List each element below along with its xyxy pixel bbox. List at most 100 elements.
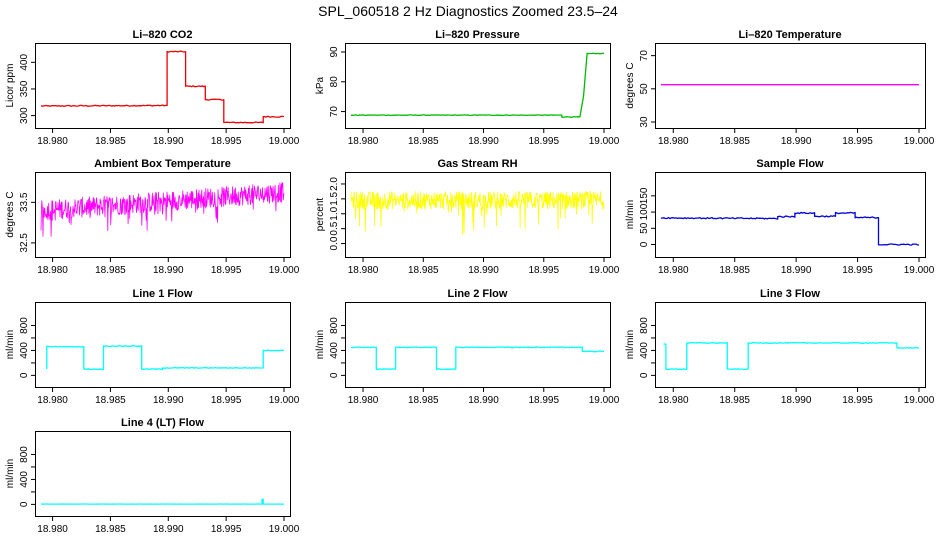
x-tick-label: 18.990 bbox=[153, 524, 184, 535]
y-axis-label: degrees C bbox=[5, 191, 16, 237]
x-tick-label: 18.990 bbox=[153, 265, 184, 276]
x-tick-label: 18.980 bbox=[37, 265, 68, 276]
x-tick-label: 18.995 bbox=[211, 524, 242, 535]
chart-panel: Li–820 Pressure 18.980 18.985 18.990 18.995 1… bbox=[315, 29, 620, 147]
y-tick-label: 350 bbox=[19, 80, 30, 97]
x-tick-label: 18.980 bbox=[37, 395, 68, 406]
x-tick-label: 18.985 bbox=[95, 524, 126, 535]
chart-title: Li–820 Pressure bbox=[435, 29, 519, 41]
y-tick-label: 0.5 bbox=[329, 221, 340, 235]
y-tick-label: 0.0 bbox=[329, 236, 340, 250]
x-tick-label: 18.980 bbox=[348, 136, 379, 147]
x-tick-label: 18.985 bbox=[95, 395, 126, 406]
x-tick-label: 18.980 bbox=[348, 265, 379, 276]
y-tick-label: 400 bbox=[19, 54, 30, 71]
x-tick-label: 18.985 bbox=[408, 265, 439, 276]
y-tick-label: 400 bbox=[329, 342, 340, 359]
y-axis-label: ml/min bbox=[625, 200, 636, 229]
y-tick-label: 800 bbox=[19, 446, 30, 463]
x-tick-label: 18.990 bbox=[781, 136, 812, 147]
data-series-line bbox=[350, 346, 605, 371]
y-tick-label: 50 bbox=[639, 83, 650, 95]
y-tick-label: 0 bbox=[19, 372, 30, 378]
x-tick-label: 18.990 bbox=[153, 136, 184, 147]
y-axis-label: percent bbox=[315, 198, 326, 232]
y-axis-label: ml/min bbox=[625, 330, 636, 359]
y-tick-label: 70 bbox=[329, 106, 340, 118]
y-tick-label: 50 bbox=[639, 222, 650, 234]
chart-panel: Sample Flow 18.980 18.985 18.990 18.995 19.00… bbox=[625, 158, 935, 276]
chart-title: Sample Flow bbox=[756, 158, 824, 170]
plot-frame bbox=[345, 302, 611, 388]
y-axis-label: degrees C bbox=[625, 62, 636, 108]
chart-panel: Ambient Box Temperature 18.980 18.985 18.99… bbox=[5, 158, 300, 276]
x-tick-label: 18.980 bbox=[658, 265, 689, 276]
x-tick-label: 18.995 bbox=[211, 136, 242, 147]
data-series-line bbox=[40, 181, 285, 237]
chart-panel: Line 3 Flow 18.980 18.985 18.990 18.995 19.00… bbox=[625, 288, 935, 406]
chart-panel: Line 1 Flow 18.980 18.985 18.990 18.995 19.00… bbox=[5, 288, 300, 406]
chart-title: Line 1 Flow bbox=[133, 288, 193, 300]
chart-panel: Li–820 Temperature 18.980 18.985 18.990 18.9… bbox=[625, 29, 935, 147]
x-tick-label: 18.990 bbox=[468, 136, 499, 147]
x-tick-label: 18.995 bbox=[528, 265, 559, 276]
chart-title: Line 4 (LT) Flow bbox=[121, 417, 204, 429]
y-axis-label: ml/min bbox=[315, 330, 326, 359]
y-tick-label: 0 bbox=[639, 372, 650, 378]
y-tick-label: 800 bbox=[639, 317, 650, 334]
x-tick-label: 19.000 bbox=[904, 395, 935, 406]
data-series-line bbox=[350, 190, 605, 235]
x-tick-label: 18.985 bbox=[95, 136, 126, 147]
y-tick-label: 150 bbox=[639, 187, 650, 204]
x-tick-label: 18.995 bbox=[211, 395, 242, 406]
y-tick-label: 800 bbox=[19, 317, 30, 334]
x-tick-label: 18.995 bbox=[842, 136, 873, 147]
y-tick-label: 70 bbox=[639, 50, 650, 62]
x-tick-label: 18.990 bbox=[468, 395, 499, 406]
plot-frame bbox=[345, 43, 611, 129]
x-tick-label: 18.995 bbox=[842, 265, 873, 276]
data-series-line bbox=[46, 345, 285, 371]
main-title: SPL_060518 2 Hz Diagnostics Zoomed 23.5–… bbox=[318, 3, 618, 19]
y-tick-label: 1.5 bbox=[329, 191, 340, 205]
x-tick-label: 19.000 bbox=[589, 136, 620, 147]
y-tick-label: 100 bbox=[639, 203, 650, 220]
x-tick-label: 18.995 bbox=[842, 395, 873, 406]
plot-frame bbox=[345, 172, 611, 258]
x-tick-label: 19.000 bbox=[269, 524, 300, 535]
x-tick-label: 18.980 bbox=[348, 395, 379, 406]
y-axis-label: ml/min bbox=[5, 459, 16, 488]
chart-panel: Line 4 (LT) Flow 18.980 18.985 18.990 18.995… bbox=[5, 417, 300, 535]
chart-panel: Line 2 Flow 18.980 18.985 18.990 18.995 19.00… bbox=[315, 288, 620, 406]
x-tick-label: 18.985 bbox=[95, 265, 126, 276]
y-tick-label: 80 bbox=[329, 76, 340, 88]
plot-frame bbox=[35, 431, 291, 517]
y-axis-label: Licor ppm bbox=[5, 64, 16, 108]
x-tick-label: 18.980 bbox=[37, 524, 68, 535]
x-tick-label: 18.990 bbox=[153, 395, 184, 406]
x-tick-label: 18.985 bbox=[408, 136, 439, 147]
y-tick-label: 0 bbox=[639, 241, 650, 247]
plot-frame bbox=[655, 43, 926, 129]
x-tick-label: 18.985 bbox=[408, 395, 439, 406]
y-tick-label: 400 bbox=[19, 342, 30, 359]
y-tick-label: 32.5 bbox=[19, 233, 30, 253]
plot-frame bbox=[655, 172, 926, 258]
data-series-line bbox=[40, 498, 284, 505]
y-tick-label: 1.0 bbox=[329, 206, 340, 220]
chart-title: Li–820 Temperature bbox=[738, 29, 841, 41]
y-tick-label: 400 bbox=[19, 471, 30, 488]
chart-title: Line 3 Flow bbox=[760, 288, 820, 300]
x-tick-label: 19.000 bbox=[269, 265, 300, 276]
y-tick-label: 400 bbox=[639, 342, 650, 359]
x-tick-label: 18.995 bbox=[528, 136, 559, 147]
plot-frame bbox=[35, 302, 291, 388]
x-tick-label: 19.000 bbox=[904, 265, 935, 276]
data-series-line bbox=[660, 211, 920, 246]
x-tick-label: 18.995 bbox=[211, 265, 242, 276]
plot-frame bbox=[655, 302, 926, 388]
x-tick-label: 19.000 bbox=[589, 395, 620, 406]
data-series-line bbox=[40, 50, 285, 124]
y-axis-label: ml/min bbox=[5, 330, 16, 359]
